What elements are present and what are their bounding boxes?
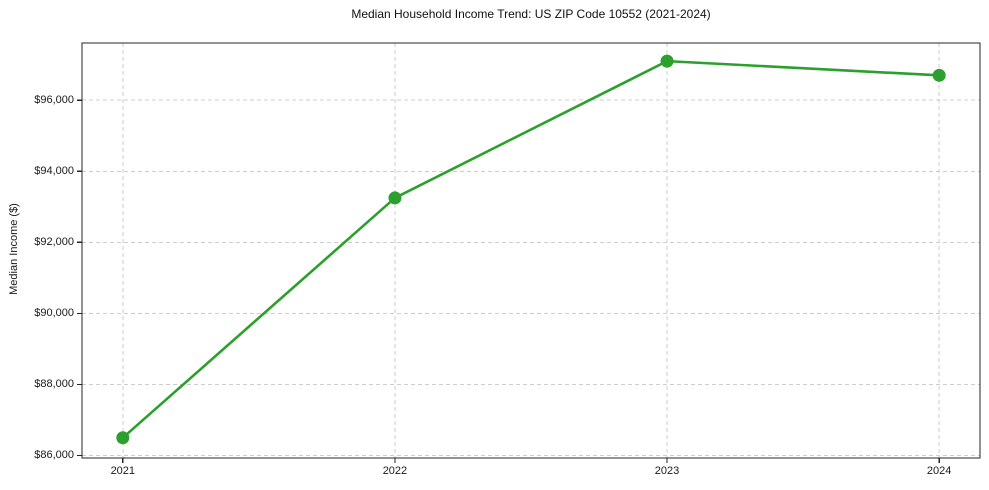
data-point-2021	[116, 431, 130, 445]
y-tick-label: $96,000	[34, 93, 74, 106]
x-tick-label: 2024	[926, 465, 952, 477]
y-tick-label: $90,000	[34, 306, 74, 319]
data-point-2023	[660, 54, 674, 68]
y-tick-label: $92,000	[34, 235, 74, 248]
y-tick-label: $94,000	[34, 164, 74, 177]
x-tick-label: 2023	[654, 465, 680, 477]
data-point-2024	[932, 68, 946, 82]
x-tick-label: 2022	[382, 465, 408, 477]
y-tick-label: $88,000	[34, 377, 74, 390]
trend-line	[121, 59, 941, 440]
axis-frame	[81, 42, 981, 459]
y-tick-label: $86,000	[34, 449, 74, 461]
x-tick-label: 2021	[110, 465, 136, 477]
data-point-2022	[388, 191, 402, 205]
chart-title: Median Household Income Trend: US ZIP Co…	[351, 7, 711, 21]
